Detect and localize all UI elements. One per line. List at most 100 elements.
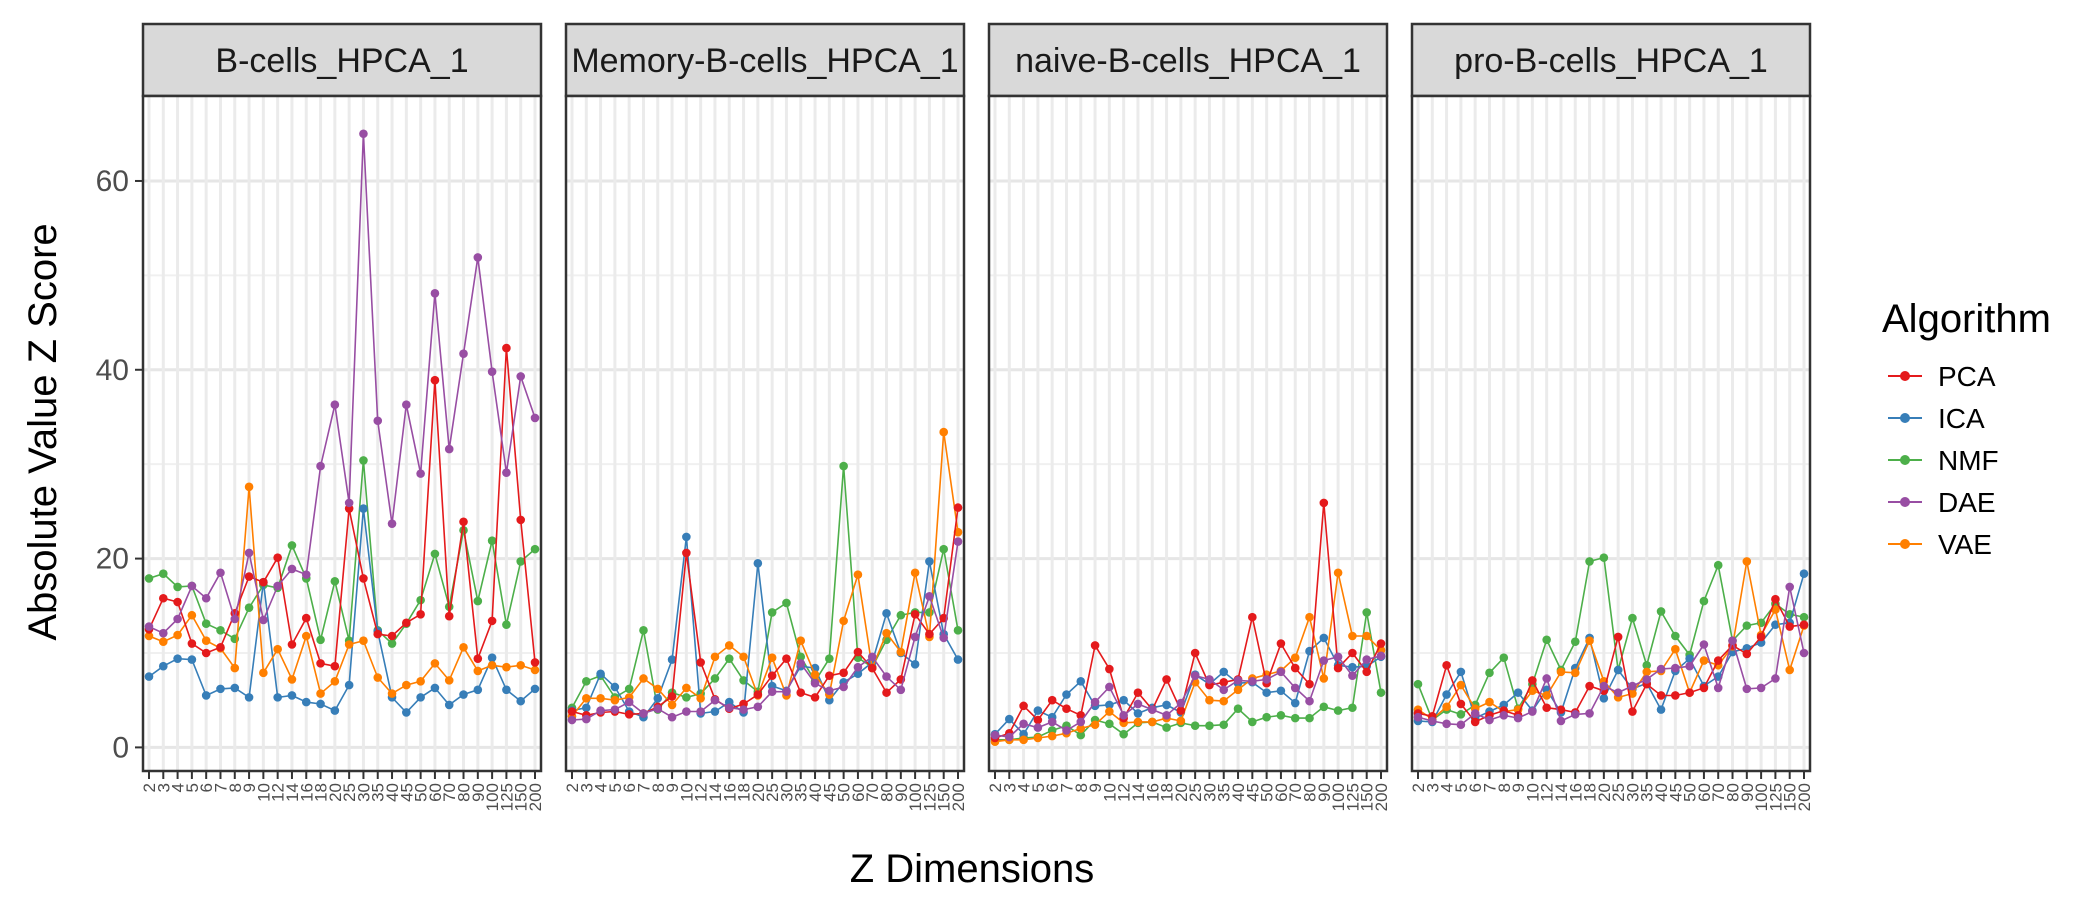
data-point xyxy=(1799,569,1809,578)
data-point xyxy=(487,367,497,376)
data-point xyxy=(402,708,411,717)
data-point xyxy=(273,553,282,562)
data-point xyxy=(767,608,777,617)
data-point xyxy=(1076,730,1086,740)
data-point xyxy=(1642,675,1652,684)
x-tick-label: 90 xyxy=(1738,783,1757,802)
data-point xyxy=(853,662,863,672)
data-point xyxy=(1699,640,1709,649)
data-point xyxy=(1248,677,1257,686)
x-tick-label: 125 xyxy=(1766,783,1785,811)
data-point xyxy=(1799,612,1809,622)
data-point xyxy=(416,693,425,702)
x-tick-label: 45 xyxy=(397,783,416,802)
panel-title: B-cells_HPCA_1 xyxy=(215,42,468,80)
data-point xyxy=(1219,696,1229,706)
legend-key-point xyxy=(1900,539,1910,549)
data-point xyxy=(459,643,468,652)
data-point xyxy=(530,665,540,675)
data-point xyxy=(1190,648,1200,658)
x-tick-label: 60 xyxy=(1695,783,1714,802)
data-point xyxy=(667,655,677,664)
legend-key-point xyxy=(1900,455,1910,465)
x-tick-label: 80 xyxy=(878,783,897,802)
x-tick-label: 2 xyxy=(1409,783,1428,792)
data-point xyxy=(1290,713,1300,723)
data-point xyxy=(939,633,949,643)
series-line xyxy=(1417,586,1805,726)
data-point xyxy=(259,615,268,625)
data-point xyxy=(430,659,440,668)
x-tick-label: 100 xyxy=(1329,783,1348,811)
data-point xyxy=(144,622,154,631)
data-point xyxy=(459,690,468,699)
data-point xyxy=(1362,667,1372,677)
data-point xyxy=(144,631,154,641)
data-point xyxy=(487,660,497,670)
data-point xyxy=(1642,660,1652,670)
x-tick-label: 8 xyxy=(649,783,668,792)
data-point xyxy=(1248,612,1257,622)
data-point xyxy=(1019,719,1028,729)
data-point xyxy=(1599,694,1609,703)
x-tick-label: 16 xyxy=(1566,783,1585,802)
data-point xyxy=(1062,704,1071,713)
data-point xyxy=(230,614,240,624)
x-tick-label: 20 xyxy=(1172,783,1191,802)
x-tick-label: 150 xyxy=(1358,783,1377,811)
data-point xyxy=(710,695,720,705)
data-point xyxy=(710,707,720,716)
data-point xyxy=(1485,715,1494,725)
data-point xyxy=(1105,707,1114,716)
x-tick-label: 6 xyxy=(197,783,216,792)
y-axis: 0 20 40 60 xyxy=(96,165,143,764)
data-point xyxy=(639,674,648,683)
data-point xyxy=(825,686,834,696)
x-tick-label: 200 xyxy=(526,783,545,811)
y-tick-label: 60 xyxy=(96,165,129,198)
data-point xyxy=(882,672,891,681)
data-point xyxy=(1290,663,1300,673)
data-point xyxy=(782,654,791,663)
data-point xyxy=(1105,700,1114,710)
data-point xyxy=(567,707,577,716)
data-point xyxy=(1305,713,1314,723)
data-point xyxy=(839,461,848,471)
data-point xyxy=(516,515,526,525)
data-point xyxy=(1162,711,1171,720)
legend-items: PCA ICA NMF DAE VAE xyxy=(1888,361,1999,560)
data-point xyxy=(430,683,440,693)
data-point xyxy=(1105,719,1114,729)
panel-strip xyxy=(987,22,1389,98)
data-point xyxy=(1348,703,1357,713)
data-point xyxy=(473,596,483,606)
x-tick-label: 70 xyxy=(440,783,459,802)
x-tick-label: 35 xyxy=(1215,783,1234,802)
data-point xyxy=(359,456,368,465)
data-point xyxy=(724,641,734,650)
data-point xyxy=(1528,707,1537,716)
data-point xyxy=(1133,717,1143,727)
data-point xyxy=(1456,710,1466,719)
data-point xyxy=(1642,667,1652,677)
data-point xyxy=(1470,717,1480,727)
x-tick-label: 6 xyxy=(1043,783,1062,792)
data-point xyxy=(1090,720,1100,730)
x-axis-ticks: 2345678910121416182025303540455060708090… xyxy=(140,771,545,811)
data-point xyxy=(910,609,920,619)
data-point xyxy=(1076,677,1086,686)
data-point xyxy=(825,654,834,663)
data-point xyxy=(753,702,763,712)
series-line xyxy=(148,133,536,635)
data-point xyxy=(1305,612,1314,622)
data-point xyxy=(839,616,848,626)
data-point xyxy=(1628,613,1637,623)
x-tick-label: 4 xyxy=(592,783,611,792)
data-point xyxy=(1742,557,1752,566)
data-point xyxy=(939,544,949,554)
data-point xyxy=(516,660,526,670)
legend-item-nmf: NMF xyxy=(1888,445,1999,476)
panel-border xyxy=(564,94,966,773)
data-point xyxy=(373,673,383,682)
series-line xyxy=(571,466,959,712)
